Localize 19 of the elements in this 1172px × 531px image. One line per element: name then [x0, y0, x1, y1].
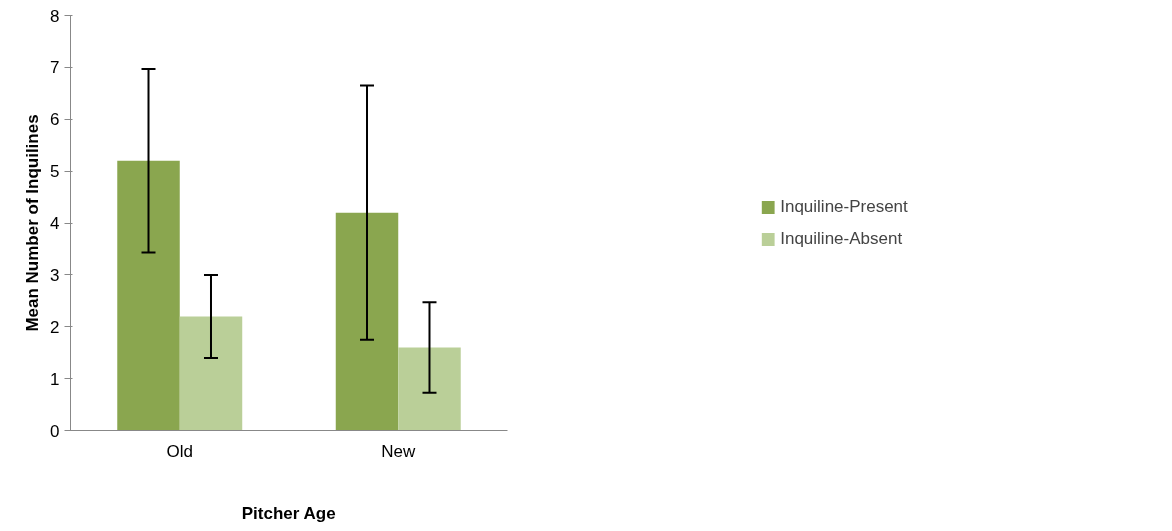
legend-label: Inquiline-Absent: [780, 228, 903, 249]
y-tick-label: 0: [50, 421, 60, 441]
bar: [398, 347, 461, 431]
bar: [179, 316, 243, 431]
x-tick-label: Old: [166, 441, 193, 461]
y-tick-label: 3: [50, 265, 60, 285]
x-tick-label: New: [381, 441, 416, 461]
bar: [335, 212, 399, 431]
y-tick-label: 5: [50, 162, 60, 182]
legend-label: Inquiline-Present: [780, 196, 908, 217]
y-tick-label: 4: [50, 214, 60, 233]
y-tick-label: 6: [50, 110, 60, 130]
x-axis-title: Pitcher Age: [241, 503, 336, 523]
y-tick-label: 7: [50, 58, 60, 78]
bar: [117, 160, 180, 431]
y-axis-title: Mean Number of Inquilines: [23, 114, 43, 332]
y-tick-label: 1: [50, 369, 60, 389]
y-tick-label: 2: [50, 317, 60, 337]
y-tick-label: 8: [50, 6, 60, 26]
